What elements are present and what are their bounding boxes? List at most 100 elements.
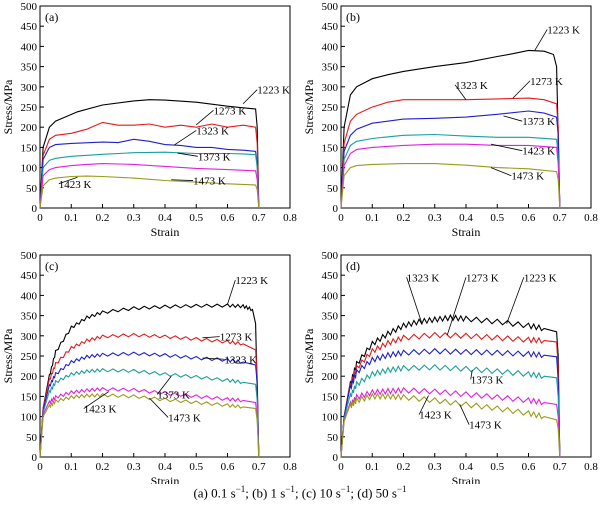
chart-panel-d: 0 50 100 150 200 250 300 350 400 450 500 0 0.1 0.2 0.3… (302, 250, 598, 484)
annotation-leader (506, 277, 525, 324)
caption-d: ; (d) 50 s (350, 485, 397, 501)
annotation-leader (174, 130, 197, 146)
x-tick-label: 0.2 (96, 212, 110, 224)
y-tick-label: 200 (322, 371, 339, 383)
panel-label: (c) (45, 259, 58, 273)
y-tick-label: 300 (21, 331, 38, 343)
annotation-leader (202, 357, 225, 360)
x-tick-label: 0.5 (490, 461, 504, 473)
y-tick-label: 200 (322, 122, 339, 134)
annotation-label: 1273 K (213, 105, 246, 117)
annotation-leader (490, 143, 523, 152)
y-tick-label: 500 (21, 250, 38, 262)
y-tick-label: 100 (21, 163, 38, 175)
y-tick-label: 0 (32, 452, 38, 464)
x-tick-label: 0.4 (459, 212, 473, 224)
figure-caption: (a) 0.1 s−1; (b) 1 s−1; (c) 10 s−1; (d) … (0, 484, 600, 501)
x-tick-label: 0.1 (64, 212, 78, 224)
annotation-label: 1273 K (530, 76, 563, 88)
series-line-1323k (39, 351, 260, 458)
annotation-leader (195, 109, 214, 126)
annotation-leader (512, 80, 531, 99)
chart-panel-a: 0 50 100 150 200 250 300 350 400 450 500 0 0.1 0.2 0.3… (1, 1, 297, 239)
annotation-leader (418, 395, 429, 415)
annotation-label: 1473 K (511, 171, 544, 183)
series-line-1273k (340, 97, 561, 209)
series-line-1473k (340, 163, 561, 209)
annotation-label: 1423 K (59, 179, 92, 191)
x-tick-label: 0 (37, 461, 43, 473)
y-tick-label: 450 (322, 21, 339, 33)
annotation-label: 1473 K (168, 412, 201, 424)
chart-panel-c: 0 50 100 150 200 250 300 350 400 450 500 0 0.1 0.2 0.3… (1, 250, 297, 484)
series-line-1473k (39, 392, 260, 458)
x-tick-label: 0.5 (189, 212, 203, 224)
x-tick-label: 0.6 (522, 212, 536, 224)
chart-panel-b: 0 50 100 150 200 250 300 350 400 450 500 0 0.1 0.2 0.3… (302, 1, 598, 239)
x-tick-label: 0.4 (459, 461, 473, 473)
y-tick-label: 250 (21, 102, 38, 114)
annotation-label: 1373 K (157, 389, 190, 401)
x-axis-label: Strain (151, 225, 180, 239)
caption-b: ; (b) 1 s (245, 485, 286, 501)
y-axis-label: Stress/MPa (1, 79, 15, 134)
annotation-leader (454, 84, 467, 100)
x-tick-label: 0.5 (189, 461, 203, 473)
y-tick-label: 250 (322, 102, 339, 114)
annotation-label: 1273 K (220, 332, 253, 344)
x-tick-label: 0.6 (221, 461, 235, 473)
annotation-leader (470, 370, 473, 380)
y-tick-label: 350 (21, 62, 38, 74)
x-tick-label: 0.3 (127, 212, 141, 224)
x-tick-label: 0.2 (397, 461, 411, 473)
y-tick-label: 50 (26, 432, 38, 444)
series-line-1373k (340, 133, 561, 209)
y-tick-label: 100 (322, 412, 339, 424)
y-tick-label: 400 (322, 41, 339, 53)
y-tick-label: 500 (21, 1, 38, 13)
annotation-label: 1223 K (257, 85, 290, 97)
annotation-leader (83, 391, 109, 409)
annotation-leader (171, 179, 194, 181)
annotation-label: 1273 K (466, 272, 499, 284)
y-tick-label: 50 (26, 183, 38, 195)
x-tick-label: 0.1 (365, 212, 379, 224)
x-tick-label: 0.3 (428, 461, 442, 473)
y-tick-label: 250 (322, 351, 339, 363)
panel-label: (d) (346, 259, 360, 273)
x-tick-label: 0.6 (522, 461, 536, 473)
y-tick-label: 150 (322, 391, 339, 403)
y-tick-label: 150 (21, 391, 38, 403)
series-line-1373k (340, 364, 561, 458)
annotation-label: 1223 K (235, 275, 268, 287)
series-line-1223k (340, 313, 561, 458)
x-tick-label: 0.6 (221, 212, 235, 224)
y-tick-label: 0 (333, 203, 339, 215)
annotation-label: 1473 K (193, 176, 226, 188)
series-line-1473k (39, 175, 260, 209)
x-tick-label: 0.8 (584, 461, 598, 473)
x-axis-label: Strain (452, 225, 481, 239)
y-tick-label: 200 (21, 122, 38, 134)
x-tick-label: 0.3 (428, 212, 442, 224)
y-tick-label: 0 (333, 452, 339, 464)
caption-c-exp: −1 (340, 484, 351, 494)
annotation-label: 1323 K (196, 125, 229, 137)
series-line-1423k (39, 386, 260, 458)
annotation-label: 1473 K (469, 420, 502, 432)
x-tick-label: 0.2 (397, 212, 411, 224)
annotation-label: 1223 K (524, 272, 557, 284)
x-tick-label: 0.8 (584, 212, 598, 224)
annotation-label: 1423 K (84, 404, 117, 416)
series-line-1373k (39, 151, 260, 209)
y-tick-label: 300 (21, 82, 38, 94)
y-tick-label: 500 (322, 1, 339, 13)
y-tick-label: 50 (327, 432, 339, 444)
series-line-1323k (39, 138, 260, 209)
y-tick-label: 300 (322, 82, 339, 94)
y-tick-label: 450 (21, 270, 38, 282)
annotation-leader (503, 115, 523, 122)
y-tick-label: 400 (21, 41, 38, 53)
x-tick-label: 0.7 (252, 212, 266, 224)
